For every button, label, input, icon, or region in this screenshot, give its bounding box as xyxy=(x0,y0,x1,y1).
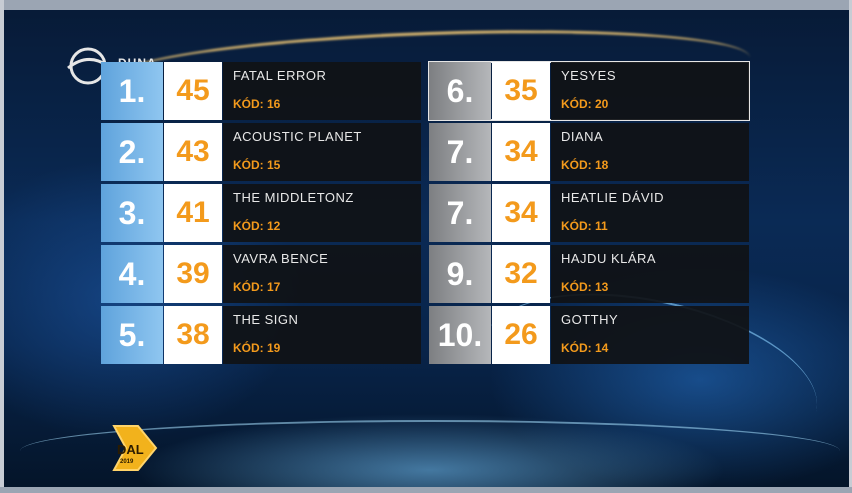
rank-number: 5. xyxy=(101,306,163,364)
window-frame-left xyxy=(0,0,4,493)
ranking-row: 1. 45 FATAL ERROR KÓD: 16 xyxy=(101,62,421,120)
rank-number: 3. xyxy=(101,184,163,242)
ranking-row: 4. 39 VAVRA BENCE KÓD: 17 xyxy=(101,245,421,303)
score-value: 39 xyxy=(164,245,222,303)
entry-info: ACOUSTIC PLANET KÓD: 15 xyxy=(223,123,421,181)
rank-number: 4. xyxy=(101,245,163,303)
score-value: 32 xyxy=(492,245,550,303)
rank-number: 7. xyxy=(429,184,491,242)
vote-code: KÓD: 19 xyxy=(233,341,281,355)
entry-info: DIANA KÓD: 18 xyxy=(551,123,749,181)
show-logo-year: 2019 xyxy=(120,459,134,465)
rank-number: 2. xyxy=(101,123,163,181)
rank-number: 1. xyxy=(101,62,163,120)
score-value: 34 xyxy=(492,184,550,242)
entry-info: GOTTHY KÓD: 14 xyxy=(551,306,749,364)
performer-name: HAJDU KLÁRA xyxy=(561,251,657,266)
show-logo-text: DAL xyxy=(117,442,144,457)
performer-name: FATAL ERROR xyxy=(233,68,327,83)
score-value: 43 xyxy=(164,123,222,181)
performer-name: THE MIDDLETONZ xyxy=(233,190,354,205)
window-frame-top xyxy=(0,0,852,10)
ranking-row: 7. 34 DIANA KÓD: 18 xyxy=(429,123,749,181)
entry-info: HAJDU KLÁRA KÓD: 13 xyxy=(551,245,749,303)
entry-info: VAVRA BENCE KÓD: 17 xyxy=(223,245,421,303)
ranking-row: 10. 26 GOTTHY KÓD: 14 xyxy=(429,306,749,364)
performer-name: VAVRA BENCE xyxy=(233,251,329,266)
entry-info: YESYES KÓD: 20 xyxy=(551,62,749,120)
score-value: 38 xyxy=(164,306,222,364)
ranking-row: 2. 43 ACOUSTIC PLANET KÓD: 15 xyxy=(101,123,421,181)
entry-info: THE SIGN KÓD: 19 xyxy=(223,306,421,364)
performer-name: DIANA xyxy=(561,129,604,144)
performer-name: THE SIGN xyxy=(233,312,299,327)
performer-name: GOTTHY xyxy=(561,312,619,327)
ranking-row: 9. 32 HAJDU KLÁRA KÓD: 13 xyxy=(429,245,749,303)
rank-number: 10. xyxy=(429,306,491,364)
score-value: 41 xyxy=(164,184,222,242)
ranking-row: 3. 41 THE MIDDLETONZ KÓD: 12 xyxy=(101,184,421,242)
entry-info: FATAL ERROR KÓD: 16 xyxy=(223,62,421,120)
performer-name: ACOUSTIC PLANET xyxy=(233,129,362,144)
performer-name: YESYES xyxy=(561,68,617,83)
score-value: 45 xyxy=(164,62,222,120)
ranking-row: 5. 38 THE SIGN KÓD: 19 xyxy=(101,306,421,364)
score-value: 35 xyxy=(492,62,550,120)
vote-code: KÓD: 16 xyxy=(233,97,281,111)
score-value: 34 xyxy=(492,123,550,181)
entry-info: THE MIDDLETONZ KÓD: 12 xyxy=(223,184,421,242)
vote-code: KÓD: 12 xyxy=(233,219,281,233)
rank-number: 6. xyxy=(429,62,491,120)
score-value: 26 xyxy=(492,306,550,364)
window-frame-bottom xyxy=(0,487,852,493)
rank-number: 9. xyxy=(429,245,491,303)
ranking-row-highlighted: 6. 35 YESYES KÓD: 20 xyxy=(428,61,750,121)
ranking-row: 7. 34 HEATLIE DÁVID KÓD: 11 xyxy=(429,184,749,242)
entry-info: HEATLIE DÁVID KÓD: 11 xyxy=(551,184,749,242)
performer-name: HEATLIE DÁVID xyxy=(561,190,665,205)
vote-code: KÓD: 20 xyxy=(561,97,609,111)
vote-code: KÓD: 11 xyxy=(561,219,608,233)
vote-code: KÓD: 13 xyxy=(561,280,609,294)
vote-code: KÓD: 18 xyxy=(561,158,609,172)
rank-number: 7. xyxy=(429,123,491,181)
window-frame-right xyxy=(849,0,852,493)
vote-code: KÓD: 17 xyxy=(233,280,281,294)
vote-code: KÓD: 14 xyxy=(561,341,609,355)
a-dal-show-logo-icon xyxy=(112,425,158,471)
vote-code: KÓD: 15 xyxy=(233,158,281,172)
background-light-arc xyxy=(20,420,840,482)
